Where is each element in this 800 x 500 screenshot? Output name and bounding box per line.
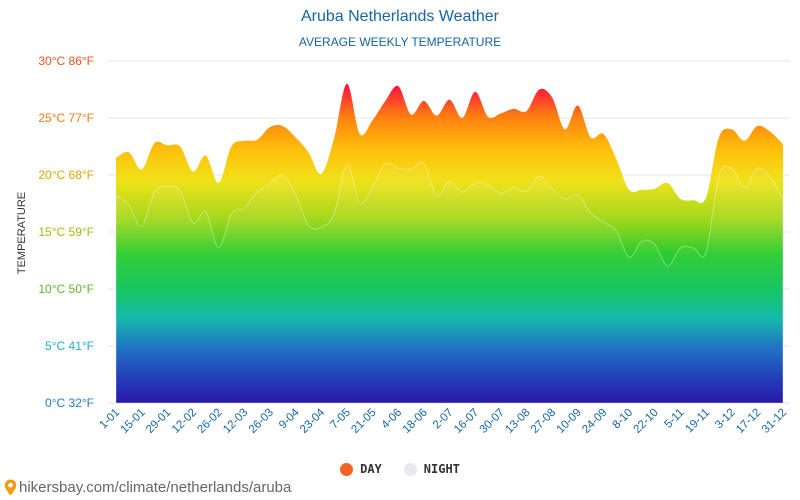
source-link[interactable]: hikersbay.com/climate/netherlands/aruba	[4, 479, 291, 496]
y-axis-label: TEMPERATURE	[16, 192, 28, 274]
x-tick-label: 26-03	[247, 407, 276, 436]
x-tick-label: 23-04	[298, 406, 328, 436]
legend-night-marker	[403, 462, 417, 476]
x-tick-label: 30-07	[478, 407, 507, 436]
x-tick-label: 18-06	[401, 407, 430, 436]
y-axis-ticks: 0°C 32°F 5°C 41°F 10°C 50°F 15°C 59°F 20°C 6…	[38, 54, 94, 410]
source-url: hikersbay.com/climate/netherlands/aruba	[19, 479, 292, 496]
x-tick-label: 22-10	[632, 407, 661, 436]
y-tick-label: 20°C 68°F	[38, 168, 94, 182]
night-area-outline	[115, 162, 784, 404]
x-tick-label: 26-02	[195, 407, 224, 436]
x-tick-label: 15-01	[119, 407, 148, 436]
y-tick-label: 25°C 77°F	[38, 111, 94, 125]
y-tick-label: 5°C 41°F	[45, 339, 94, 353]
legend-night-label: NIGHT	[423, 462, 460, 476]
x-tick-label: 19-11	[683, 407, 712, 436]
x-tick-label: 27-08	[529, 407, 558, 436]
chart-title: Aruba Netherlands Weather	[300, 8, 500, 25]
legend: DAY NIGHT	[0, 462, 800, 476]
x-tick-label: 10-09	[555, 407, 584, 436]
x-tick-label: 24-09	[580, 407, 609, 436]
map-pin-icon	[4, 479, 17, 496]
x-tick-label: 12-03	[221, 407, 250, 436]
x-tick-label: 13-08	[503, 407, 532, 436]
night-area-series	[115, 162, 784, 404]
x-tick-label: 29-01	[144, 407, 173, 436]
y-tick-label: 10°C 50°F	[38, 282, 94, 296]
legend-item-day[interactable]: DAY	[340, 462, 382, 476]
x-tick-label: 16-07	[452, 407, 481, 436]
x-tick-label: 31-12	[760, 407, 789, 436]
x-tick-label: 12-02	[170, 407, 199, 436]
x-tick-label: 17-12	[734, 407, 763, 436]
legend-day-marker	[340, 462, 354, 476]
legend-item-night[interactable]: NIGHT	[403, 462, 460, 476]
x-tick-label: 21-05	[349, 407, 378, 436]
chart-subtitle: AVERAGE WEEKLY TEMPERATURE	[298, 35, 502, 49]
y-tick-label: 0°C 32°F	[45, 396, 94, 410]
legend-day-label: DAY	[360, 462, 382, 476]
y-tick-label: 15°C 59°F	[38, 225, 94, 239]
y-tick-label: 30°C 86°F	[38, 54, 94, 68]
